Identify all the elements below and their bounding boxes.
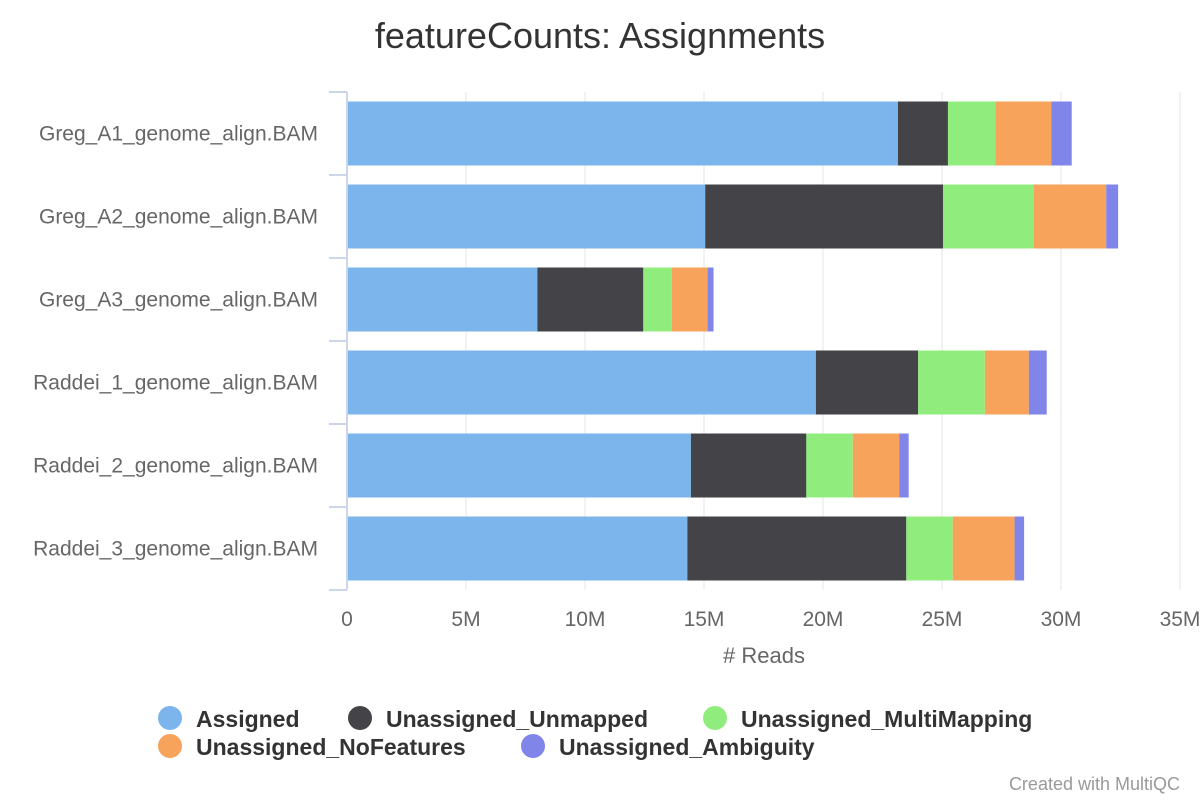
- legend-label: Unassigned_MultiMapping: [741, 706, 1032, 732]
- bar-segment[interactable]: [347, 184, 706, 249]
- bar-segment[interactable]: [995, 101, 1052, 166]
- bar-segment[interactable]: [906, 516, 953, 581]
- legend-marker: [158, 706, 182, 730]
- category-label: Greg_A3_genome_align.BAM: [39, 289, 318, 312]
- bar-segment[interactable]: [984, 350, 1029, 415]
- x-tick-label: 30M: [1041, 608, 1082, 631]
- x-tick-label: 0: [341, 608, 353, 631]
- bar-segment[interactable]: [1106, 184, 1119, 249]
- chart-title: featureCounts: Assignments: [375, 15, 825, 56]
- legend-item[interactable]: Unassigned_MultiMapping: [703, 706, 1032, 732]
- bar-segment[interactable]: [347, 101, 898, 166]
- grid: [465, 92, 1181, 590]
- bar-segment[interactable]: [852, 433, 900, 498]
- bar-segment[interactable]: [899, 433, 909, 498]
- x-tick-label: 20M: [803, 608, 844, 631]
- bar-segment[interactable]: [347, 350, 816, 415]
- bar-segment[interactable]: [671, 267, 708, 332]
- legend-label: Assigned: [196, 706, 300, 732]
- x-tick-label: 25M: [922, 608, 963, 631]
- bar-segment[interactable]: [815, 350, 919, 415]
- credit-text[interactable]: Created with MultiQC: [1009, 774, 1180, 794]
- category-label: Greg_A1_genome_align.BAM: [39, 123, 318, 146]
- x-tick-label: 5M: [451, 608, 480, 631]
- legend-item[interactable]: Unassigned_NoFeatures: [158, 734, 466, 760]
- bar-segment[interactable]: [705, 184, 944, 249]
- bar-segment[interactable]: [687, 516, 907, 581]
- category-label: Raddei_3_genome_align.BAM: [33, 538, 318, 561]
- bar-segment[interactable]: [1051, 101, 1072, 166]
- bar-segment[interactable]: [347, 433, 691, 498]
- bar-segment[interactable]: [943, 184, 1034, 249]
- category-label: Greg_A2_genome_align.BAM: [39, 206, 318, 229]
- legend-label: Unassigned_NoFeatures: [196, 734, 466, 760]
- bar-segment[interactable]: [1028, 350, 1047, 415]
- legend-marker: [521, 734, 545, 758]
- bar-segment[interactable]: [952, 516, 1015, 581]
- legend-label: Unassigned_Ambiguity: [559, 734, 815, 760]
- x-axis-title: # Reads: [723, 643, 805, 668]
- legend-marker: [703, 706, 727, 730]
- legend-item[interactable]: Assigned: [158, 706, 300, 732]
- bars: [347, 101, 1119, 581]
- x-tick-label: 10M: [565, 608, 606, 631]
- bar-segment[interactable]: [347, 516, 688, 581]
- legend-marker: [348, 706, 372, 730]
- legend-label: Unassigned_Unmapped: [386, 706, 648, 732]
- bar-segment[interactable]: [537, 267, 644, 332]
- bar-segment[interactable]: [1033, 184, 1107, 249]
- bar-segment[interactable]: [347, 267, 538, 332]
- x-tick-label: 15M: [684, 608, 725, 631]
- bar-segment[interactable]: [806, 433, 853, 498]
- legend-item[interactable]: Unassigned_Unmapped: [348, 706, 648, 732]
- category-label: Raddei_1_genome_align.BAM: [33, 372, 318, 395]
- axes: 0 5M 10M 15M 20M 25M 30M 35M Greg_A1_genome_alig…: [33, 91, 1200, 631]
- category-label: Raddei_2_genome_align.BAM: [33, 455, 318, 478]
- x-tick-label: 35M: [1160, 608, 1200, 631]
- bar-segment[interactable]: [1014, 516, 1025, 581]
- bar-segment[interactable]: [707, 267, 714, 332]
- bar-segment[interactable]: [690, 433, 807, 498]
- legend-item[interactable]: Unassigned_Ambiguity: [521, 734, 815, 760]
- bar-segment[interactable]: [947, 101, 996, 166]
- bar-segment[interactable]: [643, 267, 672, 332]
- legend-marker: [158, 734, 182, 758]
- legend: Assigned Unassigned_Unmapped Unassigned_Mu…: [158, 706, 1032, 760]
- bar-segment[interactable]: [897, 101, 948, 166]
- bar-segment[interactable]: [918, 350, 985, 415]
